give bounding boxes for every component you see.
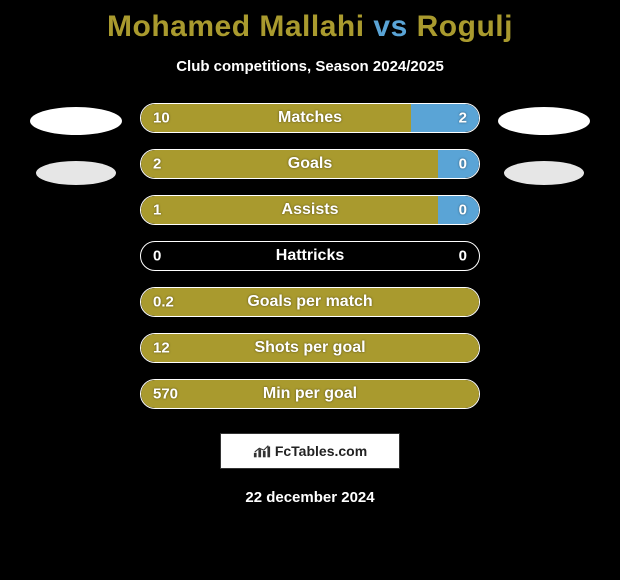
stat-label: Goals	[288, 155, 332, 173]
stat-label: Shots per goal	[254, 339, 365, 357]
stat-row: 1 Assists 0	[140, 195, 480, 225]
stat-value-left: 2	[153, 156, 161, 173]
stat-label: Min per goal	[263, 385, 357, 403]
stat-value-left: 0.2	[153, 294, 174, 311]
stat-value-right: 2	[459, 110, 467, 127]
page-title: Mohamed Mallahi vs Rogulj	[107, 10, 513, 44]
stat-label: Hattricks	[276, 247, 344, 265]
stat-row: 0.2 Goals per match	[140, 287, 480, 317]
stat-value-left: 1	[153, 202, 161, 219]
comparison-card: Mohamed Mallahi vs Rogulj Club competiti…	[0, 0, 620, 580]
stat-bars-column: 10 Matches 2 2 Goals 0 1 Assists 0 0 Hattricks 0 0.2…	[140, 103, 480, 409]
stat-row: 0 Hattricks 0	[140, 241, 480, 271]
stat-value-left: 12	[153, 340, 170, 357]
stat-label: Goals per match	[247, 293, 372, 311]
stat-value-left: 0	[153, 248, 161, 265]
stat-row: 10 Matches 2	[140, 103, 480, 133]
left-logo-column	[30, 103, 122, 185]
right-logo-column	[498, 103, 590, 185]
stat-row: 570 Min per goal	[140, 379, 480, 409]
club-logo-right-2	[504, 161, 584, 185]
footer-date: 22 december 2024	[245, 489, 374, 506]
vs-text: vs	[373, 10, 407, 43]
stat-bar-left-fill	[141, 104, 411, 132]
stat-row: 12 Shots per goal	[140, 333, 480, 363]
player2-name: Rogulj	[417, 10, 513, 43]
stats-area: 10 Matches 2 2 Goals 0 1 Assists 0 0 Hattricks 0 0.2…	[0, 103, 620, 409]
source-badge-text: FcTables.com	[275, 443, 367, 459]
stat-label: Assists	[282, 201, 339, 219]
chart-icon	[253, 443, 271, 459]
subtitle: Club competitions, Season 2024/2025	[176, 58, 444, 75]
stat-value-left: 10	[153, 110, 170, 127]
stat-row: 2 Goals 0	[140, 149, 480, 179]
club-logo-right-1	[498, 107, 590, 135]
stat-value-right: 0	[459, 156, 467, 173]
stat-value-right: 0	[459, 248, 467, 265]
stat-value-left: 570	[153, 386, 178, 403]
club-logo-left-1	[30, 107, 122, 135]
stat-label: Matches	[278, 109, 342, 127]
source-badge[interactable]: FcTables.com	[220, 433, 400, 469]
player1-name: Mohamed Mallahi	[107, 10, 365, 43]
club-logo-left-2	[36, 161, 116, 185]
stat-value-right: 0	[459, 202, 467, 219]
stat-bar-right-fill	[411, 104, 479, 132]
